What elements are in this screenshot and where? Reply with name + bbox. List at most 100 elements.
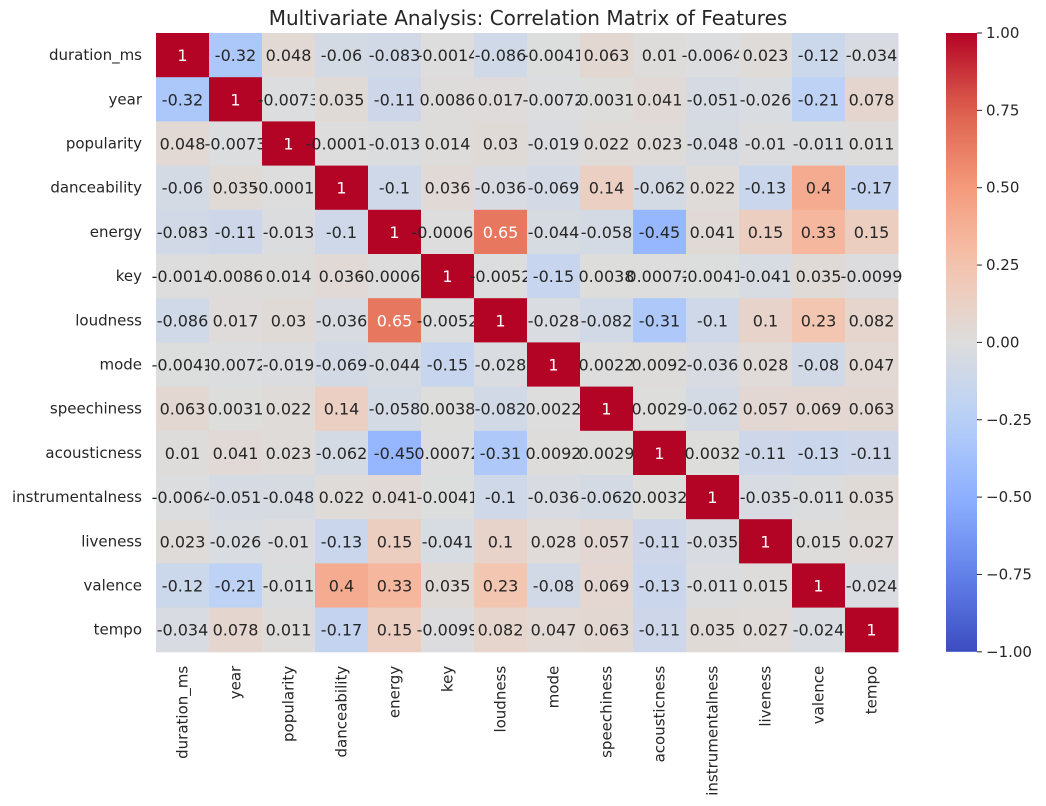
heatmap-cell [421, 165, 475, 211]
heatmap-cell-label: 0.33 [377, 577, 413, 596]
heatmap-cell [633, 519, 687, 564]
y-tick-label: speechiness [50, 400, 142, 418]
heatmap-cell-label: -0.062 [634, 179, 686, 198]
heatmap-cell-label: -0.17 [851, 179, 892, 198]
heatmap-cell-label: 0.027 [849, 532, 895, 551]
heatmap-cell-label: -0.048 [687, 135, 739, 154]
heatmap-cell-label: 0.4 [806, 179, 831, 198]
heatmap-cell [739, 386, 793, 432]
y-tick-label: instrumentalness [12, 488, 142, 506]
heatmap-cell-label: 0.035 [425, 577, 471, 596]
colorbar-tick-label: 0.00 [986, 333, 1019, 351]
heatmap-cell [474, 298, 528, 343]
heatmap-cell-label: -0.051 [210, 488, 262, 507]
heatmap-cell-label: 0.0031 [579, 90, 635, 109]
heatmap-cell [686, 475, 740, 520]
heatmap-cell-label: 0.035 [796, 267, 842, 286]
heatmap-cell-label: 0.082 [478, 621, 524, 640]
heatmap-cell [845, 33, 899, 78]
heatmap-cell [474, 342, 528, 388]
heatmap-cell-label: 0.035 [319, 90, 365, 109]
heatmap-cell [474, 77, 528, 122]
heatmap-cell-label: 0.0029 [579, 444, 635, 463]
heatmap-cell [792, 563, 846, 609]
heatmap-cell [633, 121, 687, 167]
heatmap-cell-label: -0.086 [475, 46, 527, 65]
heatmap-cell [368, 475, 422, 520]
heatmap-cell [527, 519, 581, 564]
heatmap-cell-label: -0.0099 [841, 267, 903, 286]
heatmap-cell [262, 430, 316, 476]
heatmap-cell [527, 563, 581, 609]
colorbar-tick-label: −0.75 [986, 565, 1032, 583]
y-tick-label: valence [84, 577, 142, 595]
heatmap-cell-label: -0.011 [793, 135, 845, 154]
heatmap-cell-label: 0.041 [637, 90, 683, 109]
heatmap-cell-label: -0.082 [475, 400, 527, 419]
heatmap-cell-label: -0.044 [528, 223, 580, 242]
heatmap-cell [209, 386, 263, 432]
heatmap-cell [262, 563, 316, 609]
heatmap-cell-label: -0.11 [639, 621, 680, 640]
heatmap-cell [209, 430, 263, 476]
heatmap-cell [156, 386, 210, 432]
heatmap-cell [633, 563, 687, 609]
heatmap-cell-label: -0.45 [374, 444, 415, 463]
heatmap-cell [421, 430, 475, 476]
heatmap-cell [792, 342, 846, 388]
heatmap-cell-label: -0.0041 [417, 488, 479, 507]
x-tick-label: speechiness [598, 666, 616, 758]
y-tick-label: acousticness [45, 444, 142, 462]
heatmap-cell-label: -0.028 [475, 356, 527, 375]
heatmap-cell-label: 0.4 [329, 577, 354, 596]
heatmap-cell-label: 1 [389, 223, 399, 242]
heatmap-cell-label: -0.013 [369, 135, 421, 154]
heatmap-cell [368, 298, 422, 343]
heatmap-cell [209, 77, 263, 122]
heatmap-cell [156, 33, 210, 78]
heatmap-cell-label: -0.062 [581, 488, 633, 507]
heatmap-cell-label: 0.069 [796, 400, 842, 419]
heatmap-cell-label: -0.11 [745, 444, 786, 463]
heatmap-cell-label: -0.06 [321, 46, 362, 65]
heatmap-cell-label: 0.047 [849, 356, 895, 375]
heatmap-cell [527, 165, 581, 211]
heatmap-cell [580, 475, 634, 520]
heatmap-cell-label: 1 [336, 179, 346, 198]
heatmap-cell [792, 519, 846, 564]
heatmap-cell [421, 77, 475, 122]
heatmap-cell-label: -0.026 [740, 90, 792, 109]
heatmap-cell-label: 0.048 [160, 135, 206, 154]
heatmap-cell [209, 121, 263, 167]
heatmap-cell-label: 0.1 [753, 311, 778, 330]
heatmap-cell [527, 430, 581, 476]
heatmap-cell-label: 0.0086 [208, 267, 264, 286]
heatmap-cell-label: -0.0099 [417, 621, 479, 640]
heatmap-cell [580, 430, 634, 476]
heatmap-cell [792, 298, 846, 343]
heatmap-cell [421, 33, 475, 78]
heatmap-cell [739, 254, 793, 299]
heatmap-cell-label: -0.00014 [253, 179, 325, 198]
heatmap-cell-label: 0.027 [743, 621, 789, 640]
heatmap-cell-label: -0.026 [210, 532, 262, 551]
heatmap-cell-label: 0.0086 [420, 90, 476, 109]
heatmap-cell-label: -0.019 [263, 356, 315, 375]
heatmap-cell [739, 475, 793, 520]
heatmap-cell-label: 0.057 [743, 400, 789, 419]
heatmap-cell [527, 254, 581, 299]
heatmap-cell-label: 0.035 [213, 179, 259, 198]
heatmap-cell [368, 209, 422, 255]
heatmap-cell-label: -0.044 [369, 356, 421, 375]
heatmap-cell [368, 519, 422, 564]
heatmap-cell [368, 430, 422, 476]
heatmap-cell [315, 254, 369, 299]
heatmap-cell [315, 386, 369, 432]
heatmap-cell [368, 386, 422, 432]
colorbar-tick-label: −0.25 [986, 411, 1032, 429]
heatmap-cell-label: 0.0038 [420, 400, 476, 419]
heatmap-cell [156, 254, 210, 299]
heatmap-cell-label: 0.15 [854, 223, 890, 242]
heatmap-cell [792, 121, 846, 167]
heatmap-cell-label: 0.028 [743, 356, 789, 375]
